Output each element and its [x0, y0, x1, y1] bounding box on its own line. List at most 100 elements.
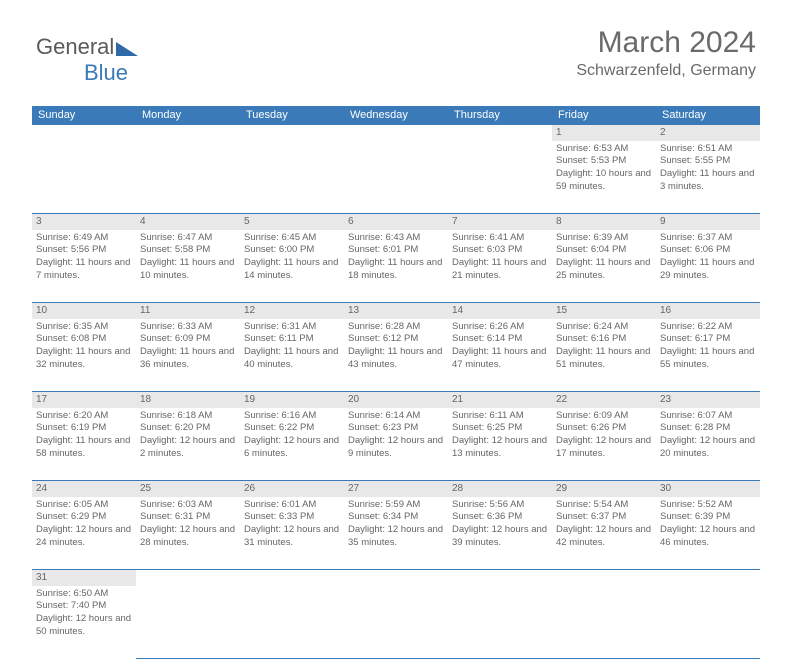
day-number: 29 — [552, 481, 656, 497]
sunset: Sunset: 6:34 PM — [348, 511, 418, 522]
daylight: Daylight: 12 hours and 9 minutes. — [348, 435, 443, 459]
day-number: 4 — [136, 214, 240, 230]
day-cell — [32, 141, 136, 214]
sunrise: Sunrise: 6:16 AM — [244, 410, 316, 421]
sunset: Sunset: 6:12 PM — [348, 333, 418, 344]
dayname: Monday — [136, 106, 240, 125]
day-cell: Sunrise: 6:26 AMSunset: 6:14 PMDaylight:… — [448, 319, 552, 392]
day-cell: Sunrise: 6:16 AMSunset: 6:22 PMDaylight:… — [240, 408, 344, 481]
daylight: Daylight: 12 hours and 28 minutes. — [140, 524, 235, 548]
daylight: Daylight: 11 hours and 21 minutes. — [452, 257, 546, 281]
dayname: Sunday — [32, 106, 136, 125]
sunrise: Sunrise: 6:03 AM — [140, 499, 212, 510]
day-number: 30 — [656, 481, 760, 497]
sunset: Sunset: 6:36 PM — [452, 511, 522, 522]
day-cell — [552, 586, 656, 659]
day-number — [32, 125, 136, 141]
sunset: Sunset: 6:09 PM — [140, 333, 210, 344]
sunset: Sunset: 6:22 PM — [244, 422, 314, 433]
day-cell: Sunrise: 6:03 AMSunset: 6:31 PM Daylight:… — [136, 497, 240, 570]
sunrise: Sunrise: 6:33 AM — [140, 321, 212, 332]
day-cell: Sunrise: 6:09 AMSunset: 6:26 PMDaylight:… — [552, 408, 656, 481]
day-number: 28 — [448, 481, 552, 497]
day-cell: Sunrise: 6:11 AMSunset: 6:25 PMDaylight:… — [448, 408, 552, 481]
day-cell: Sunrise: 6:05 AMSunset: 6:29 PMDaylight:… — [32, 497, 136, 570]
day-number: 3 — [32, 214, 136, 230]
sunset: Sunset: 6:17 PM — [660, 333, 730, 344]
daylight: Daylight: 12 hours and 50 minutes. — [36, 613, 131, 637]
day-cell — [136, 141, 240, 214]
daylight: Daylight: 12 hours and 20 minutes. — [660, 435, 755, 459]
week-row: Sunrise: 6:05 AMSunset: 6:29 PMDaylight:… — [32, 497, 760, 570]
day-number — [344, 570, 448, 586]
day-cell: Sunrise: 6:35 AMSunset: 6:08 PMDaylight:… — [32, 319, 136, 392]
day-cell — [344, 586, 448, 659]
sunrise: Sunrise: 5:54 AM — [556, 499, 628, 510]
daylight: Daylight: 12 hours and 13 minutes. — [452, 435, 547, 459]
week-row: Sunrise: 6:53 AMSunset: 5:53 PMDaylight:… — [32, 141, 760, 214]
day-cell: Sunrise: 6:45 AMSunset: 6:00 PM Daylight:… — [240, 230, 344, 303]
sunset: Sunset: 5:58 PM — [140, 244, 210, 255]
daylight: Daylight: 12 hours and 31 minutes. — [244, 524, 339, 548]
sunrise: Sunrise: 6:01 AM — [244, 499, 316, 510]
dayname: Friday — [552, 106, 656, 125]
sunrise: Sunrise: 6:11 AM — [452, 410, 524, 421]
day-cell: Sunrise: 5:59 AMSunset: 6:34 PMDaylight:… — [344, 497, 448, 570]
dayname: Tuesday — [240, 106, 344, 125]
sunset: Sunset: 6:11 PM — [244, 333, 314, 344]
daylight: Daylight: 11 hours and 14 minutes. — [244, 257, 338, 281]
day-cell: Sunrise: 6:07 AMSunset: 6:28 PMDaylight:… — [656, 408, 760, 481]
logo-text2: Blue — [84, 60, 128, 85]
day-number — [344, 125, 448, 141]
sunrise: Sunrise: 6:07 AM — [660, 410, 732, 421]
day-cell: Sunrise: 6:47 AMSunset: 5:58 PM Daylight:… — [136, 230, 240, 303]
day-cell: Sunrise: 6:01 AMSunset: 6:33 PMDaylight:… — [240, 497, 344, 570]
day-number: 2 — [656, 125, 760, 141]
day-number — [136, 570, 240, 586]
sunrise: Sunrise: 6:26 AM — [452, 321, 524, 332]
sunrise: Sunrise: 6:45 AM — [244, 232, 316, 243]
day-number: 27 — [344, 481, 448, 497]
sunrise: Sunrise: 5:56 AM — [452, 499, 524, 510]
day-number: 6 — [344, 214, 448, 230]
day-number: 21 — [448, 392, 552, 408]
sunset: Sunset: 6:00 PM — [244, 244, 314, 255]
day-number: 13 — [344, 303, 448, 319]
day-number: 31 — [32, 570, 136, 586]
day-number: 12 — [240, 303, 344, 319]
sunset: Sunset: 6:29 PM — [36, 511, 106, 522]
page-title: March 2024 — [576, 26, 756, 60]
sunrise: Sunrise: 6:47 AM — [140, 232, 212, 243]
day-cell: Sunrise: 5:56 AMSunset: 6:36 PMDaylight:… — [448, 497, 552, 570]
day-cell: Sunrise: 5:54 AMSunset: 6:37 PMDaylight:… — [552, 497, 656, 570]
daylight: Daylight: 11 hours and 58 minutes. — [36, 435, 130, 459]
sunrise: Sunrise: 6:35 AM — [36, 321, 108, 332]
day-cell — [656, 586, 760, 659]
sunrise: Sunrise: 6:50 AM — [36, 588, 108, 599]
week-row: Sunrise: 6:20 AMSunset: 6:19 PMDaylight:… — [32, 408, 760, 481]
daylight: Daylight: 11 hours and 10 minutes. — [140, 257, 234, 281]
daylight: Daylight: 11 hours and 36 minutes. — [140, 346, 234, 370]
sunrise: Sunrise: 6:20 AM — [36, 410, 108, 421]
day-number: 22 — [552, 392, 656, 408]
day-number: 8 — [552, 214, 656, 230]
sunrise: Sunrise: 6:22 AM — [660, 321, 732, 332]
daynum-row: 24252627282930 — [32, 481, 760, 497]
day-number: 24 — [32, 481, 136, 497]
sunset: Sunset: 5:53 PM — [556, 155, 626, 166]
sunset: Sunset: 6:31 PM — [140, 511, 210, 522]
day-cell — [136, 586, 240, 659]
daynum-row: 12 — [32, 125, 760, 141]
daylight: Daylight: 12 hours and 42 minutes. — [556, 524, 651, 548]
day-number: 20 — [344, 392, 448, 408]
daylight: Daylight: 11 hours and 7 minutes. — [36, 257, 130, 281]
day-number: 11 — [136, 303, 240, 319]
day-number: 15 — [552, 303, 656, 319]
sunrise: Sunrise: 6:43 AM — [348, 232, 420, 243]
day-number — [552, 570, 656, 586]
daylight: Daylight: 11 hours and 43 minutes. — [348, 346, 442, 370]
sunset: Sunset: 6:39 PM — [660, 511, 730, 522]
day-number: 7 — [448, 214, 552, 230]
day-cell: Sunrise: 6:53 AMSunset: 5:53 PMDaylight:… — [552, 141, 656, 214]
sunrise: Sunrise: 6:31 AM — [244, 321, 316, 332]
